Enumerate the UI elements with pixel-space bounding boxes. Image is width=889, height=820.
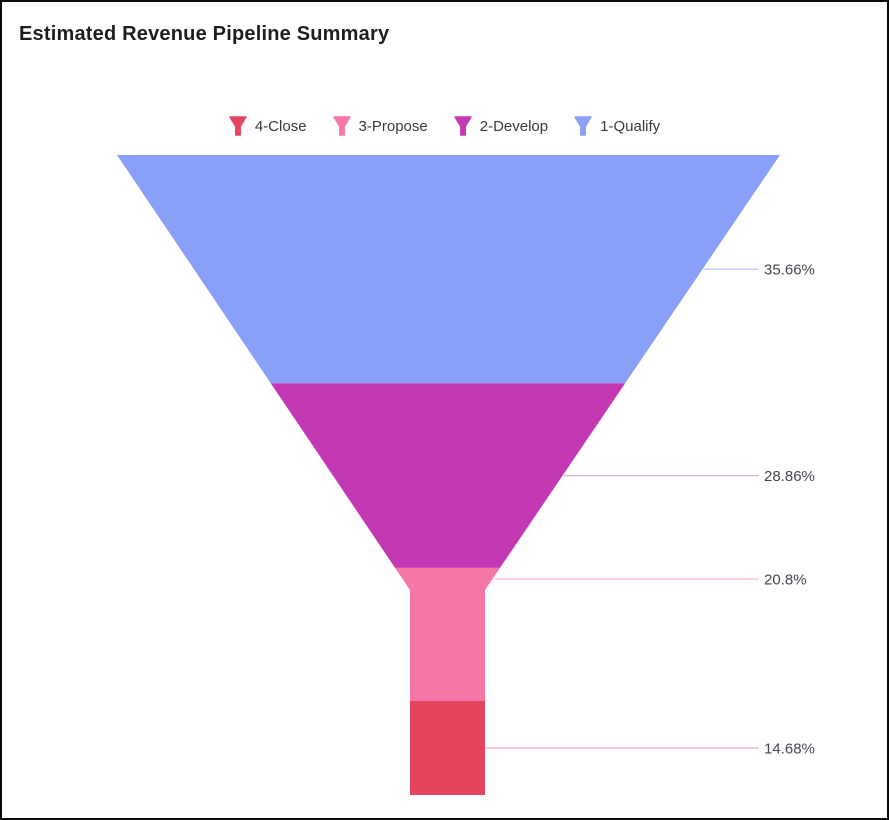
stage-percent-label-1-qualify: 35.66% (764, 262, 815, 279)
legend-item-label: 2-Develop (479, 117, 549, 135)
funnel-stage-1-qualify[interactable] (117, 155, 780, 384)
chart-title: Estimated Revenue Pipeline Summary (19, 23, 390, 45)
stage-percent-label-2-develop: 28.86% (764, 468, 815, 485)
legend-item-1-qualify[interactable]: 1-Qualify (574, 116, 660, 136)
legend-item-3-propose[interactable]: 3-Propose (332, 116, 428, 136)
funnel-icon (574, 116, 592, 136)
legend-item-2-develop[interactable]: 2-Develop (454, 116, 548, 136)
stage-percent-label-3-propose: 20.8% (764, 572, 807, 589)
legend-item-4-close[interactable]: 4-Close (229, 116, 307, 136)
legend-item-label: 1-Qualify (600, 117, 661, 135)
funnel-stage-3-propose[interactable] (395, 567, 500, 701)
funnel-icon (332, 116, 351, 136)
funnel-icon (454, 116, 472, 136)
legend: 4-Close 3-Propose 2-Develop 1-Qualify (2, 111, 887, 141)
legend-item-label: 4-Close (254, 117, 307, 135)
stage-percent-label-4-close: 14.68% (764, 741, 815, 758)
funnel-icon (229, 116, 247, 136)
funnel-stage-4-close[interactable] (410, 701, 485, 795)
legend-item-label: 3-Propose (358, 117, 428, 135)
funnel-stage-2-develop[interactable] (270, 383, 626, 568)
